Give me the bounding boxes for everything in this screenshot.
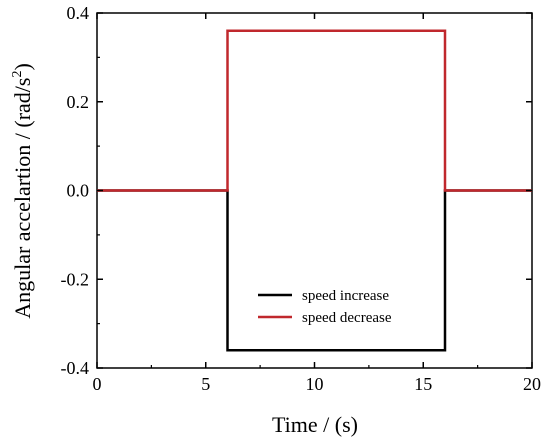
y-axis-title-close: ) (10, 63, 35, 70)
legend-label: speed decrease (302, 310, 392, 326)
y-axis-title-main: Angular accelartion / (rad/s (10, 78, 35, 319)
x-tick-label: 20 (523, 374, 541, 394)
y-tick-label: 0.4 (67, 3, 90, 23)
x-tick-label: 10 (306, 374, 324, 394)
x-axis-title: Time / (s) (272, 412, 358, 437)
y-axis-title: Angular accelartion / (rad/s2) (10, 63, 35, 319)
y-tick-label: 0.2 (67, 92, 90, 112)
y-tick-label: 0.0 (67, 181, 90, 201)
series-line-speed-decrease (97, 29, 532, 192)
legend-label: speed increase (302, 288, 389, 304)
series-line-speed-increase (97, 189, 532, 352)
y-axis-title-superscript: 2 (10, 71, 25, 78)
x-tick-label: 15 (414, 374, 432, 394)
x-tick-label: 5 (201, 374, 210, 394)
y-tick-label: -0.2 (61, 269, 90, 289)
x-tick-label: 0 (93, 374, 102, 394)
y-tick-label: -0.4 (61, 358, 90, 378)
